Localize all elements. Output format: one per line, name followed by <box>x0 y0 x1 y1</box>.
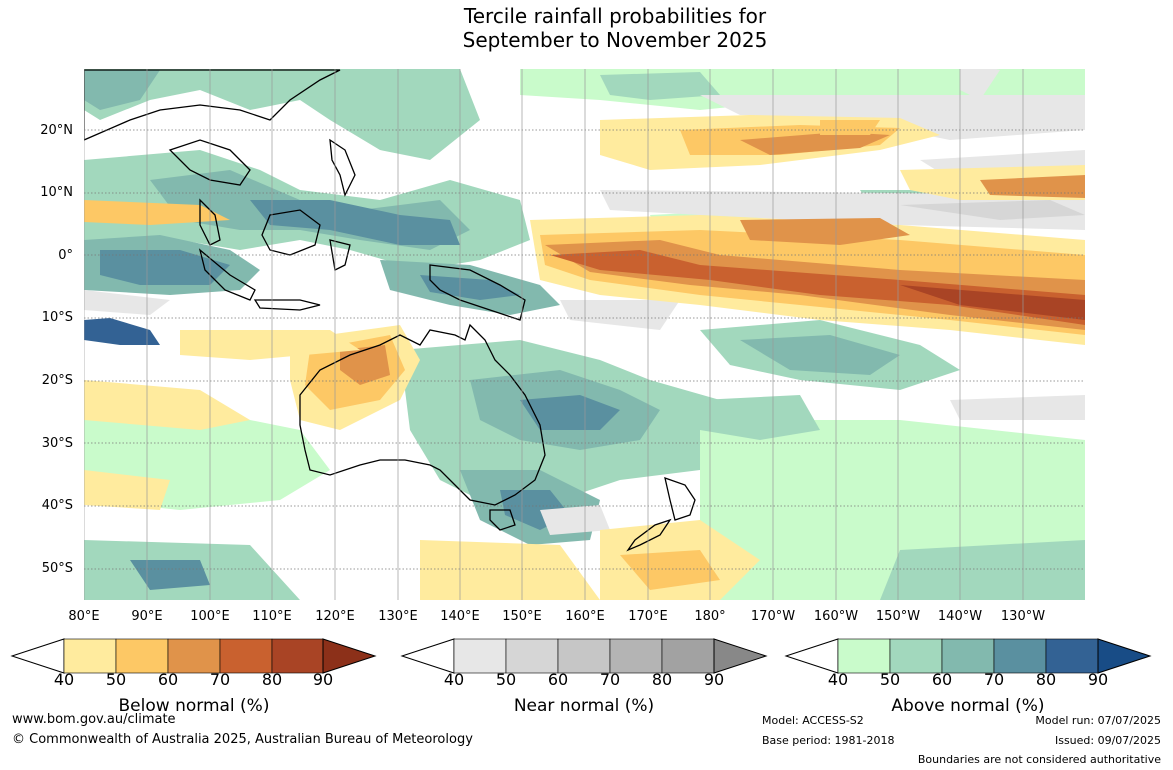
colorbar-above-swatch-4 <box>993 638 1047 674</box>
cb-below-tick-90: 90 <box>312 670 334 689</box>
colorbar-below-swatch-3 <box>167 638 221 674</box>
new-zealand-north-outline <box>664 476 696 521</box>
asia-mainland-outline <box>84 69 341 141</box>
cb-above-tick-40: 40 <box>827 670 849 689</box>
colorbar-near-swatch-1 <box>453 638 507 674</box>
lat-label-20s: 20°S <box>41 373 73 388</box>
cb-near-caption: Near normal (%) <box>513 696 655 716</box>
lon-label-180: 180° <box>694 609 726 624</box>
lat-label-40s: 40°S <box>41 498 73 513</box>
colorbar-near-normal <box>400 638 768 674</box>
cb-above-tick-80: 80 <box>1035 670 1057 689</box>
lon-label-150e: 150°E <box>502 609 542 624</box>
lat-label-10n: 10°N <box>40 185 73 200</box>
lat-label-20n: 20°N <box>40 123 73 138</box>
lon-label-130e: 130°E <box>378 609 418 624</box>
lon-label-170e: 170°E <box>628 609 668 624</box>
malay-peninsula-outline <box>199 198 221 246</box>
lon-label-150w: 150°W <box>875 609 921 624</box>
colorbar-near-swatch-6 <box>713 638 768 674</box>
lon-label-100e: 100°E <box>190 609 230 624</box>
sulawesi-outline <box>329 239 351 271</box>
lon-label-80e: 80°E <box>68 609 100 624</box>
colorbar-near-swatch-3 <box>557 638 611 674</box>
new-zealand-south-outline <box>626 518 672 552</box>
cb-below-caption: Below normal (%) <box>118 696 270 716</box>
cb-above-tick-90: 90 <box>1087 670 1109 689</box>
cb-near-tick-70: 70 <box>599 670 621 689</box>
colorbar-above-swatch-6 <box>1097 638 1152 674</box>
lon-label-140w: 140°W <box>937 609 983 624</box>
colorbar-below-swatch-5 <box>271 638 324 674</box>
base-period-text: Base period: 1981-2018 <box>762 734 895 747</box>
colorbar-below-swatch-4 <box>219 638 273 674</box>
title-line-2: September to November 2025 <box>462 28 768 52</box>
cb-below-tick-60: 60 <box>157 670 179 689</box>
colorbar-near-swatch-5 <box>661 638 715 674</box>
meridians <box>84 69 1024 600</box>
colorbar-above-swatch-5 <box>1045 638 1099 674</box>
philippines-outline <box>329 138 356 197</box>
colorbar-above-swatch-1 <box>837 638 891 674</box>
colorbar-above-swatch-2 <box>889 638 943 674</box>
australia-outline <box>299 323 546 506</box>
lon-label-140e: 140°E <box>440 609 480 624</box>
lat-label-50s: 50°S <box>41 561 73 576</box>
model-text: Model: ACCESS-S2 <box>762 714 864 727</box>
cb-above-tick-50: 50 <box>879 670 901 689</box>
map-field <box>84 69 1085 600</box>
colorbar-below-normal <box>10 638 377 674</box>
lat-label-30s: 30°S <box>41 436 73 451</box>
below-normal-regions <box>84 115 1085 600</box>
lon-label-90e: 90°E <box>131 609 163 624</box>
map-title: Tercile rainfall probabilities for Septe… <box>0 4 1173 52</box>
colorbar-above-swatch-3 <box>941 638 995 674</box>
coastlines <box>84 69 696 552</box>
cb-above-tick-70: 70 <box>983 670 1005 689</box>
cb-near-tick-60: 60 <box>547 670 569 689</box>
lon-label-130w: 130°W <box>1000 609 1046 624</box>
cb-near-tick-90: 90 <box>703 670 725 689</box>
colorbar-above-normal <box>784 638 1152 674</box>
copyright-text: © Commonwealth of Australia 2025, Austra… <box>12 732 473 747</box>
tasmania-outline <box>489 509 516 531</box>
model-run-text: Model run: 07/07/2025 <box>1035 714 1161 727</box>
indochina-outline <box>168 139 251 186</box>
cb-below-tick-50: 50 <box>105 670 127 689</box>
disclaimer-text: Boundaries are not considered authoritat… <box>917 753 1161 766</box>
colorbar-below-swatch-1 <box>63 638 117 674</box>
cb-above-tick-60: 60 <box>931 670 953 689</box>
java-outline <box>253 299 321 311</box>
cb-above-caption: Above normal (%) <box>891 696 1045 716</box>
colorbar-near-swatch-4 <box>609 638 663 674</box>
cb-near-tick-80: 80 <box>651 670 673 689</box>
sumatra-outline <box>198 248 256 301</box>
lat-label-10s: 10°S <box>41 310 73 325</box>
colorbar-near-swatch-2 <box>505 638 559 674</box>
lon-label-120e: 120°E <box>315 609 355 624</box>
lon-label-160e: 160°E <box>565 609 605 624</box>
cb-below-tick-70: 70 <box>209 670 231 689</box>
new-guinea-outline <box>429 264 526 321</box>
title-line-1: Tercile rainfall probabilities for <box>463 4 767 28</box>
lon-label-170w: 170°W <box>750 609 796 624</box>
cb-near-tick-40: 40 <box>443 670 465 689</box>
colorbar-below-swatch-2 <box>115 638 169 674</box>
lon-label-110e: 110°E <box>252 609 292 624</box>
cb-below-tick-80: 80 <box>261 670 283 689</box>
colorbar-below-swatch-6 <box>322 638 377 674</box>
cb-near-tick-50: 50 <box>495 670 517 689</box>
issued-text: Issued: 09/07/2025 <box>1054 734 1161 747</box>
lat-label-0: 0° <box>58 248 73 263</box>
website-link[interactable]: www.bom.gov.au/climate <box>12 712 176 727</box>
borneo-outline <box>261 209 321 256</box>
lon-label-160w: 160°W <box>813 609 859 624</box>
graticule <box>84 129 1085 570</box>
cb-below-tick-40: 40 <box>53 670 75 689</box>
